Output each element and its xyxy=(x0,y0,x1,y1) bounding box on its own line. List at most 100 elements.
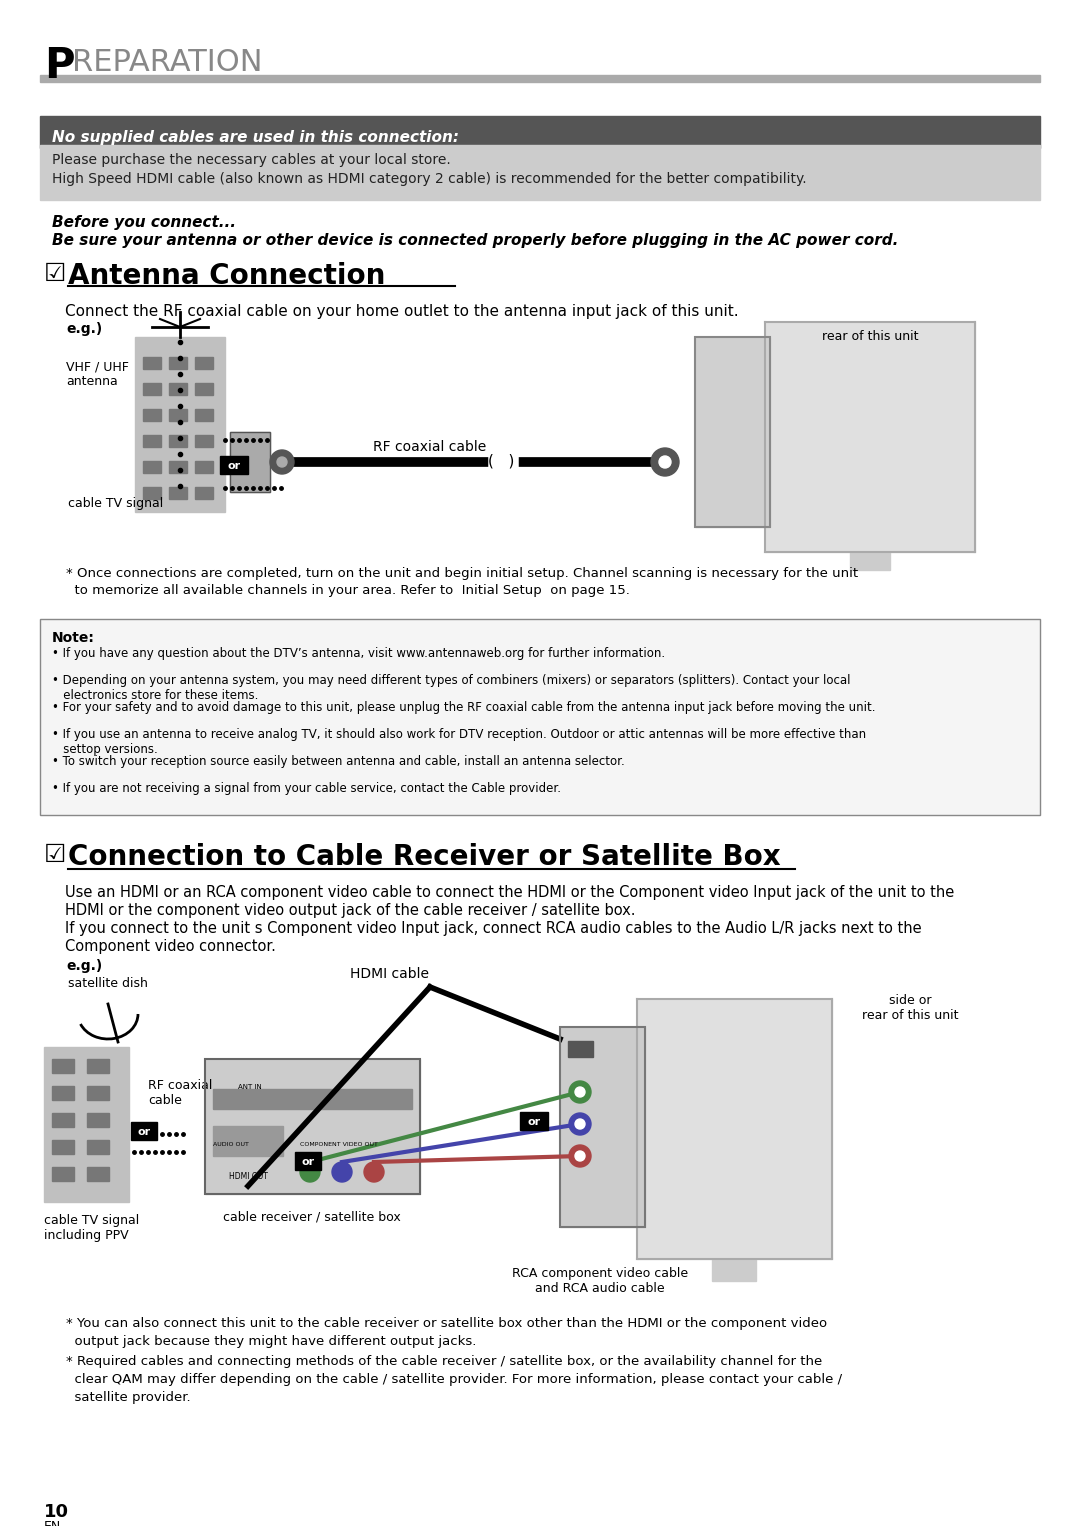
Text: COMPONENT VIDEO OUT: COMPONENT VIDEO OUT xyxy=(300,1141,378,1148)
Text: Connection to Cable Receiver or Satellite Box: Connection to Cable Receiver or Satellit… xyxy=(68,842,781,871)
Bar xyxy=(52,1087,75,1100)
Text: High Speed HDMI cable (also known as HDMI category 2 cable) is recommended for t: High Speed HDMI cable (also known as HDM… xyxy=(52,172,807,186)
Text: HDMI OUT: HDMI OUT xyxy=(229,1172,268,1181)
Circle shape xyxy=(575,1087,585,1097)
Bar xyxy=(696,337,770,526)
Text: REPARATION: REPARATION xyxy=(72,47,262,76)
Text: or: or xyxy=(228,461,241,472)
Bar xyxy=(213,1126,283,1157)
Bar xyxy=(230,432,270,491)
Text: EN: EN xyxy=(44,1520,62,1526)
Text: or: or xyxy=(301,1157,314,1167)
Text: Component video connector.: Component video connector. xyxy=(65,938,275,954)
Text: ☑: ☑ xyxy=(44,842,66,867)
Bar xyxy=(143,409,161,421)
Bar xyxy=(561,1027,645,1227)
Bar xyxy=(40,75,1040,82)
Circle shape xyxy=(659,456,671,468)
Bar xyxy=(168,435,187,447)
Bar xyxy=(52,1059,75,1073)
Bar xyxy=(195,487,213,499)
Circle shape xyxy=(300,1161,320,1183)
Bar xyxy=(143,487,161,499)
Bar xyxy=(40,116,1040,148)
Bar xyxy=(230,432,270,491)
Text: VHF / UHF
antenna: VHF / UHF antenna xyxy=(66,360,129,388)
Bar xyxy=(87,1140,109,1154)
Text: AUDIO OUT: AUDIO OUT xyxy=(213,1141,248,1148)
Bar xyxy=(295,1152,321,1170)
Bar xyxy=(568,1041,593,1058)
Text: • If you have any question about the DTV’s antenna, visit www.antennaweb.org for: • If you have any question about the DTV… xyxy=(52,647,665,661)
Circle shape xyxy=(575,1151,585,1161)
Bar xyxy=(205,1059,420,1193)
Bar xyxy=(87,1059,109,1073)
Bar xyxy=(44,1047,129,1202)
Circle shape xyxy=(276,456,287,467)
Bar xyxy=(87,1087,109,1100)
Circle shape xyxy=(569,1080,591,1103)
Bar xyxy=(712,1259,756,1280)
Text: • To switch your reception source easily between antenna and cable, install an a: • To switch your reception source easily… xyxy=(52,755,624,768)
Text: * Once connections are completed, turn on the unit and begin initial setup. Chan: * Once connections are completed, turn o… xyxy=(66,568,859,597)
Bar xyxy=(195,435,213,447)
Bar xyxy=(519,1112,548,1129)
Text: RF coaxial
cable: RF coaxial cable xyxy=(148,1079,213,1106)
Bar xyxy=(131,1122,157,1140)
Text: cable receiver / satellite box: cable receiver / satellite box xyxy=(224,1210,401,1222)
Text: (   ): ( ) xyxy=(488,453,514,468)
Text: * You can also connect this unit to the cable receiver or satellite box other th: * You can also connect this unit to the … xyxy=(66,1317,827,1331)
Text: satellite dish: satellite dish xyxy=(68,977,148,990)
Text: HDMI or the component video output jack of the cable receiver / satellite box.: HDMI or the component video output jack … xyxy=(65,903,635,919)
Bar xyxy=(143,461,161,473)
Text: clear QAM may differ depending on the cable / satellite provider. For more infor: clear QAM may differ depending on the ca… xyxy=(66,1373,842,1386)
Text: Before you connect...: Before you connect... xyxy=(52,215,237,230)
Bar xyxy=(637,1000,832,1259)
Bar xyxy=(168,409,187,421)
Text: satellite provider.: satellite provider. xyxy=(66,1392,191,1404)
Bar xyxy=(143,357,161,369)
Bar xyxy=(52,1112,75,1128)
Text: • For your safety and to avoid damage to this unit, please unplug the RF coaxial: • For your safety and to avoid damage to… xyxy=(52,700,876,714)
Bar xyxy=(135,337,225,513)
Text: cable TV signal
including PPV: cable TV signal including PPV xyxy=(44,1215,139,1242)
Bar xyxy=(195,409,213,421)
Bar xyxy=(40,620,1040,815)
Bar xyxy=(696,337,770,526)
Circle shape xyxy=(575,1119,585,1129)
Text: • Depending on your antenna system, you may need different types of combiners (m: • Depending on your antenna system, you … xyxy=(52,674,851,702)
Bar xyxy=(87,1112,109,1128)
Bar xyxy=(850,552,890,571)
Circle shape xyxy=(270,450,294,475)
Bar xyxy=(168,487,187,499)
Text: output jack because they might have different output jacks.: output jack because they might have diff… xyxy=(66,1335,476,1347)
Bar xyxy=(195,383,213,395)
Bar xyxy=(168,357,187,369)
Bar xyxy=(205,1059,420,1193)
Text: e.g.): e.g.) xyxy=(66,958,103,974)
Text: RF coaxial cable: RF coaxial cable xyxy=(374,439,487,455)
Bar xyxy=(40,620,1040,815)
Bar xyxy=(195,461,213,473)
Text: 10: 10 xyxy=(44,1503,69,1521)
Text: P: P xyxy=(44,44,75,87)
Text: ☑: ☑ xyxy=(44,262,66,285)
Bar xyxy=(561,1027,645,1227)
Bar xyxy=(52,1167,75,1181)
Bar xyxy=(52,1140,75,1154)
Bar xyxy=(765,322,975,552)
Circle shape xyxy=(332,1161,352,1183)
Text: * Required cables and connecting methods of the cable receiver / satellite box, : * Required cables and connecting methods… xyxy=(66,1355,822,1367)
Text: Note:: Note: xyxy=(52,630,95,645)
Bar xyxy=(40,145,1040,200)
Bar xyxy=(195,357,213,369)
Text: side or
rear of this unit: side or rear of this unit xyxy=(862,993,958,1022)
Text: cable TV signal: cable TV signal xyxy=(68,497,163,510)
Text: rear of this unit: rear of this unit xyxy=(822,330,918,343)
Text: Please purchase the necessary cables at your local store.: Please purchase the necessary cables at … xyxy=(52,153,450,166)
Bar xyxy=(143,383,161,395)
Text: or: or xyxy=(527,1117,541,1128)
Bar xyxy=(168,383,187,395)
Text: or: or xyxy=(137,1128,150,1137)
Bar xyxy=(168,461,187,473)
